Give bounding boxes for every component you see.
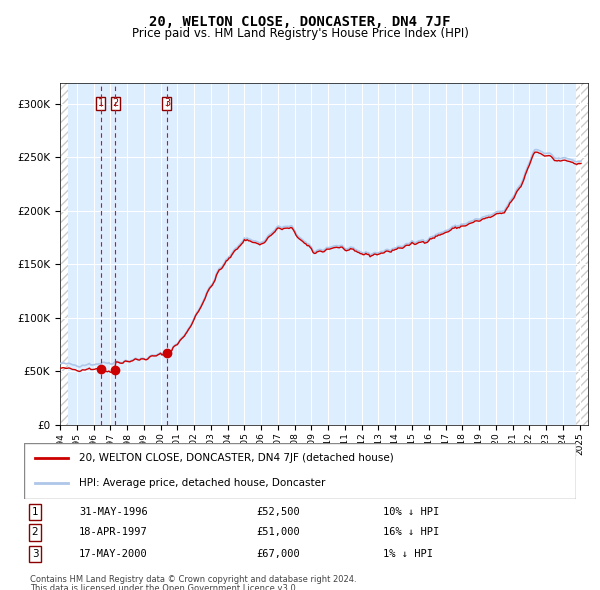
- Text: 2: 2: [112, 98, 118, 108]
- Text: 18-APR-1997: 18-APR-1997: [79, 527, 148, 537]
- Text: 1: 1: [32, 507, 38, 517]
- Text: 3: 3: [32, 549, 38, 559]
- Bar: [60, 83, 68, 425]
- Text: HPI: Average price, detached house, Doncaster: HPI: Average price, detached house, Donc…: [79, 478, 326, 488]
- Text: 20, WELTON CLOSE, DONCASTER, DN4 7JF (detached house): 20, WELTON CLOSE, DONCASTER, DN4 7JF (de…: [79, 453, 394, 463]
- Text: 20, WELTON CLOSE, DONCASTER, DN4 7JF: 20, WELTON CLOSE, DONCASTER, DN4 7JF: [149, 15, 451, 29]
- Text: 17-MAY-2000: 17-MAY-2000: [79, 549, 148, 559]
- Text: Contains HM Land Registry data © Crown copyright and database right 2024.: Contains HM Land Registry data © Crown c…: [30, 575, 356, 584]
- Text: 2: 2: [32, 527, 38, 537]
- Text: This data is licensed under the Open Government Licence v3.0.: This data is licensed under the Open Gov…: [30, 584, 298, 590]
- Bar: [576, 83, 588, 425]
- Text: £52,500: £52,500: [256, 507, 299, 517]
- Text: 31-MAY-1996: 31-MAY-1996: [79, 507, 148, 517]
- Text: 1% ↓ HPI: 1% ↓ HPI: [383, 549, 433, 559]
- Text: 1: 1: [98, 98, 104, 108]
- FancyBboxPatch shape: [24, 442, 576, 499]
- Text: £51,000: £51,000: [256, 527, 299, 537]
- Text: 10% ↓ HPI: 10% ↓ HPI: [383, 507, 439, 517]
- Text: £67,000: £67,000: [256, 549, 299, 559]
- Text: 3: 3: [164, 98, 170, 108]
- Text: 16% ↓ HPI: 16% ↓ HPI: [383, 527, 439, 537]
- Text: Price paid vs. HM Land Registry's House Price Index (HPI): Price paid vs. HM Land Registry's House …: [131, 27, 469, 40]
